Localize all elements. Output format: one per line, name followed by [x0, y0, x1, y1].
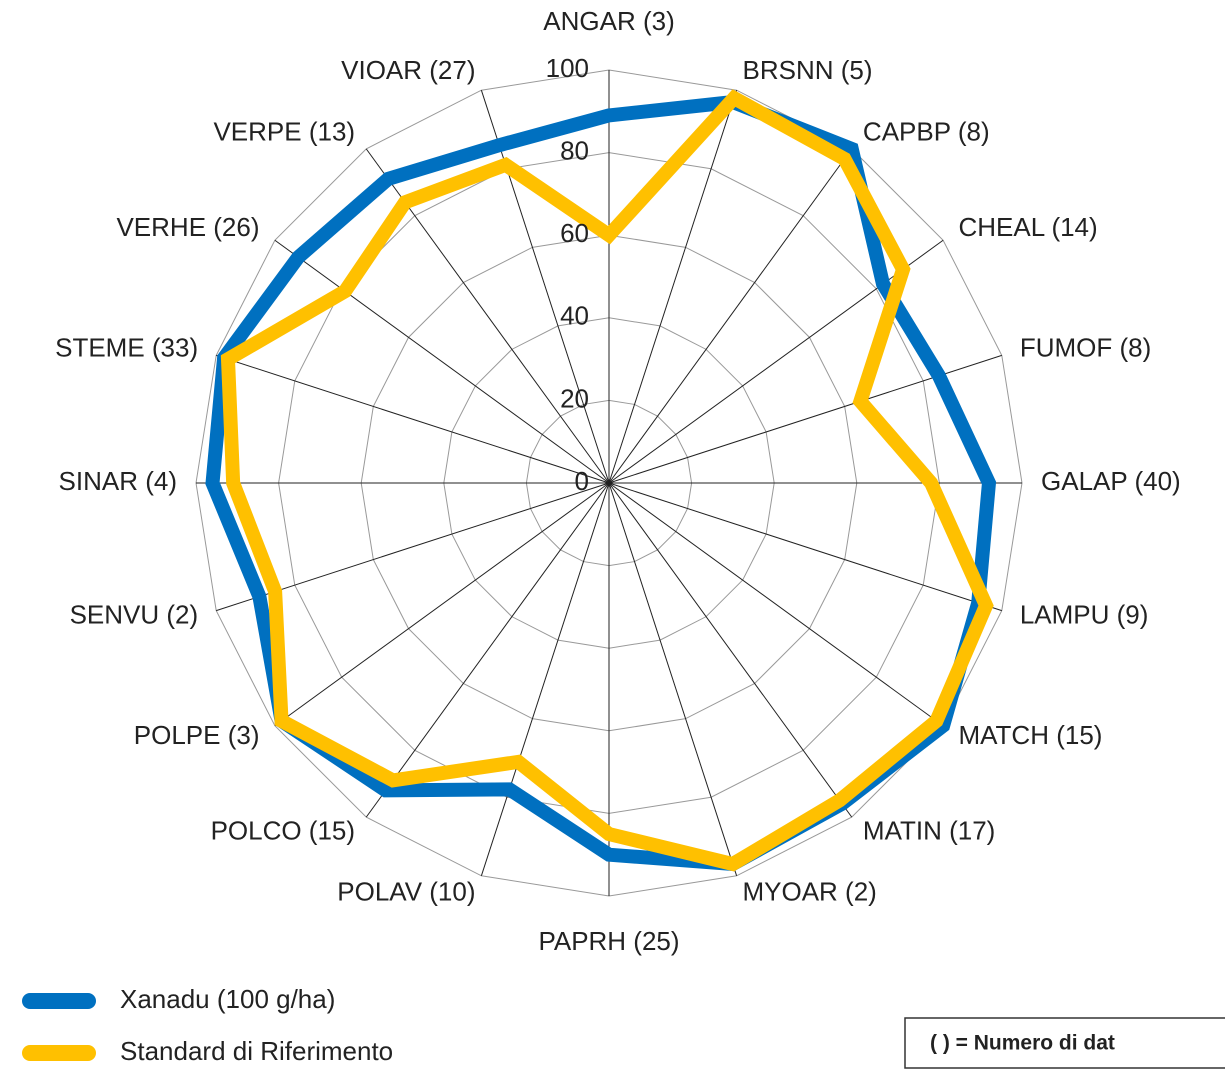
series-line [220, 89, 994, 872]
category-label: STEME (33) [55, 332, 198, 362]
spoke [274, 482, 610, 727]
tick-label: 20 [560, 383, 589, 413]
note-box [904, 1017, 1225, 1069]
spoke [274, 239, 610, 484]
legend-label: Standard di Riferimento [120, 1036, 393, 1066]
spoke [608, 482, 738, 876]
spoke [608, 482, 944, 727]
annotation: ( ) = Numero di dat [930, 1032, 1115, 1055]
category-label: LAMPU (9) [1020, 599, 1149, 629]
spoke [216, 354, 610, 484]
spoke [608, 482, 1002, 612]
tick-label: 60 [560, 218, 589, 248]
category-label: VERHE (26) [116, 212, 259, 242]
spoke [480, 90, 610, 484]
category-label: VIOAR (27) [341, 55, 475, 85]
category-label: POLCO (15) [211, 815, 356, 845]
category-label: MYOAR (2) [742, 877, 876, 907]
category-label: FUMOF (8) [1020, 332, 1151, 362]
category-label: MATCH (15) [958, 720, 1102, 750]
category-label: CAPBP (8) [863, 116, 990, 146]
category-label: POLAV (10) [337, 877, 475, 907]
legend-label: Xanadu (100 g/ha) [120, 984, 335, 1014]
series-line [205, 94, 997, 872]
spoke [365, 482, 610, 818]
tick-label: 100 [546, 53, 589, 83]
category-label: SENVU (2) [70, 599, 199, 629]
category-label: SINAR (4) [59, 466, 177, 496]
category-label: PAPRH (25) [538, 926, 679, 956]
spoke [480, 482, 610, 876]
category-label: BRSNN (5) [742, 55, 872, 85]
category-label: GALAP (40) [1041, 466, 1181, 496]
tick-label: 40 [560, 301, 589, 331]
spoke [608, 482, 853, 818]
category-label: POLPE (3) [134, 720, 260, 750]
spoke [608, 148, 853, 484]
category-label: VERPE (13) [213, 116, 355, 146]
spoke [608, 90, 738, 484]
tick-label: 0 [575, 466, 589, 496]
category-label: CHEAL (14) [958, 212, 1097, 242]
category-label: MATIN (17) [863, 815, 995, 845]
tick-label: 80 [560, 135, 589, 165]
category-label: ANGAR (3) [543, 6, 674, 36]
